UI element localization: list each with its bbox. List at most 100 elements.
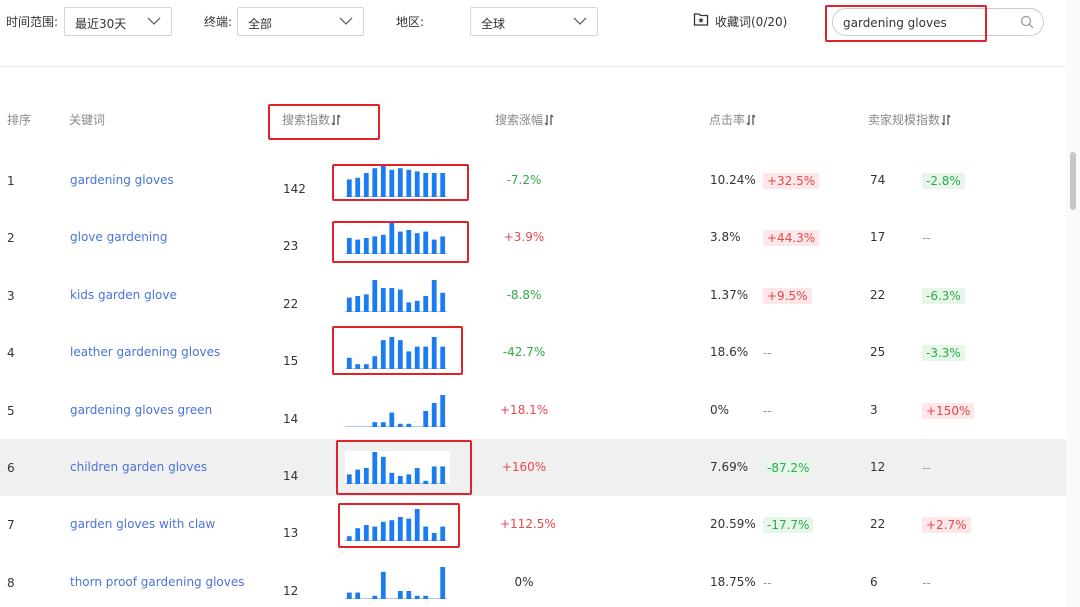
search-icon[interactable] [1020, 15, 1034, 29]
seller-change-badge: -- [922, 461, 931, 475]
column-ctr[interactable]: 点击率 [709, 111, 756, 128]
sparkline-bar [406, 302, 412, 312]
sparkline-bar [346, 536, 352, 542]
sparkline-bar [389, 287, 395, 312]
search-index-value: 22 [283, 296, 299, 311]
sparkline-bar [397, 340, 403, 370]
search-growth-value: -7.2% [506, 173, 542, 187]
table-row[interactable]: 2 glove gardening 23 +3.9% 3.8% +44.3% 17 -- [0, 209, 1066, 266]
search-index-value: 14 [283, 469, 299, 483]
scrollbar-thumb[interactable] [1070, 152, 1076, 210]
sparkline-bar [363, 294, 369, 312]
device-value: 全部 [248, 17, 273, 31]
seller-index-value: 22 [870, 287, 886, 302]
keyword-link[interactable]: gardening gloves [70, 173, 174, 187]
sparkline-bar [363, 468, 369, 484]
table-row[interactable]: 3 kids garden glove 22 -8.8% 1.37% +9.5% 22 -6.… [0, 267, 1066, 324]
region-select[interactable]: 全球 [470, 7, 598, 36]
sort-icon[interactable] [544, 114, 554, 126]
trend-sparkline [345, 509, 447, 542]
table-row[interactable]: 7 garden gloves with claw 13 +112.5% 20.59% -… [0, 496, 1066, 553]
sparkline-bar [372, 526, 378, 542]
column-search-growth[interactable]: 搜索涨幅 [495, 111, 554, 128]
filter-bar: 时间范围: 最近30天 终端: 全部 地区: 全球 收藏词(0/20) [0, 0, 1066, 46]
sparkline-bar [397, 168, 403, 197]
time-range-select[interactable]: 最近30天 [64, 7, 172, 36]
seller-change-badge: -- [922, 575, 931, 590]
seller-change-badge: +150% [922, 402, 975, 419]
ctr-change-badge: -17.7% [763, 517, 814, 534]
search-growth-value: +18.1% [500, 402, 549, 417]
seller-index-value: 3 [870, 402, 878, 417]
sparkline-bar [406, 169, 412, 197]
sparkline-bar [372, 168, 378, 197]
table-row[interactable]: 4 leather gardening gloves 15 -42.7% 18.6% --… [0, 324, 1066, 381]
keyword-search-box[interactable] [832, 8, 1044, 36]
sparkline-bar [431, 402, 437, 427]
sparkline-bar [355, 528, 361, 542]
ctr-value: 18.75% [710, 574, 756, 589]
table-row[interactable]: 6 children garden gloves 14 +160% 7.69% -87.2… [0, 439, 1066, 496]
keyword-link[interactable]: gardening gloves green [70, 402, 213, 417]
column-seller-index[interactable]: 卖家规模指数 [868, 111, 951, 128]
sparkline-bar [431, 533, 437, 542]
keyword-link[interactable]: kids garden glove [70, 287, 177, 302]
favorites-label: 收藏词(0/20) [715, 15, 788, 29]
sparkline-bar [423, 595, 429, 599]
sparkline-bar [406, 423, 412, 427]
ctr-change-badge: -87.2% [763, 460, 814, 476]
keyword-link[interactable]: leather gardening gloves [70, 345, 221, 360]
sparkline-bar [363, 173, 369, 197]
sparkline-bar [346, 297, 352, 312]
keyword-link[interactable]: garden gloves with claw [70, 517, 216, 532]
sparkline-bar [423, 346, 429, 370]
column-search-index-label: 搜索指数 [282, 113, 331, 127]
sparkline-bar [397, 231, 403, 255]
search-growth-value: -8.8% [506, 287, 542, 302]
sort-icon[interactable] [941, 114, 951, 126]
scrollbar[interactable] [1066, 0, 1080, 607]
sparkline-bar [380, 165, 386, 197]
sparkline-bar [372, 356, 378, 370]
sparkline-bar [440, 236, 446, 255]
table-row[interactable]: 1 gardening gloves 142 -7.2% 10.24% +32.5% 74 -… [0, 152, 1066, 209]
sparkline-bar [423, 410, 429, 427]
star-folder-icon [693, 13, 709, 26]
column-search-index[interactable]: 搜索指数 [282, 111, 341, 128]
column-rank: 排序 [7, 113, 32, 127]
table-row[interactable]: 8 thorn proof gardening gloves 12 0% 18.75% -… [0, 554, 1066, 607]
rank-cell: 7 [7, 518, 15, 533]
device-select[interactable]: 全部 [237, 7, 364, 36]
trend-sparkline [345, 165, 447, 197]
sparkline-bar [431, 239, 437, 255]
rank-cell: 6 [7, 461, 15, 475]
ctr-change-badge: -- [763, 403, 772, 418]
search-index-value: 142 [283, 182, 306, 196]
chevron-down-icon [147, 17, 161, 25]
table-row[interactable]: 5 gardening gloves green 14 +18.1% 0% -- 3 +150… [0, 382, 1066, 439]
sparkline-bar [440, 566, 446, 599]
sort-icon[interactable] [746, 114, 756, 126]
sparkline-bar [380, 340, 386, 370]
ctr-value: 0% [710, 402, 730, 417]
sort-icon[interactable] [331, 114, 341, 126]
keyword-link[interactable]: children garden gloves [70, 460, 208, 474]
keyword-link[interactable]: thorn proof gardening gloves [70, 574, 245, 589]
sparkline-bar [363, 525, 369, 542]
sparkline-bar [440, 292, 446, 312]
column-keyword: 关键词 [69, 113, 106, 127]
search-growth-value: +112.5% [500, 517, 556, 532]
sparkline-bar [355, 469, 361, 484]
keyword-link[interactable]: glove gardening [70, 230, 168, 245]
search-index-value: 14 [283, 411, 299, 426]
sparkline-bar [397, 517, 403, 542]
seller-change-badge: +2.7% [922, 517, 971, 534]
rank-cell: 4 [7, 346, 15, 361]
time-range-value: 最近30天 [75, 17, 127, 31]
search-input[interactable] [843, 14, 1013, 31]
seller-index-value: 25 [870, 345, 886, 360]
time-range-label: 时间范围: [6, 15, 59, 29]
search-index-value: 12 [283, 583, 299, 598]
sparkline-bar [355, 592, 361, 599]
